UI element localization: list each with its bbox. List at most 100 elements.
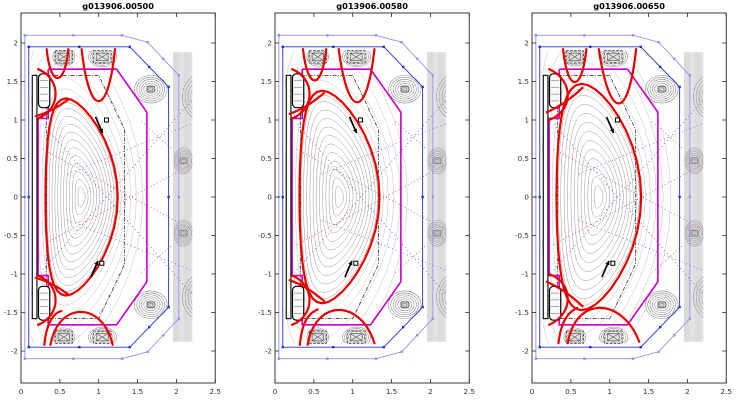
divertor-leg bbox=[288, 279, 326, 303]
x-tick-label: 2.5 bbox=[721, 387, 732, 396]
p2-coil bbox=[291, 73, 305, 109]
divertor-leg bbox=[290, 274, 311, 326]
divertor-leg bbox=[337, 48, 376, 104]
y-tick-label: 0.5 bbox=[261, 154, 272, 163]
centre-column bbox=[31, 74, 38, 320]
divertor-leg bbox=[561, 48, 588, 83]
divertor-leg bbox=[298, 308, 319, 346]
divertor-leg bbox=[49, 310, 114, 346]
x-tick-label: 2.5 bbox=[464, 387, 475, 396]
poloidal-coil-box bbox=[603, 50, 623, 64]
plasma-boundary bbox=[555, 82, 643, 312]
centre-column bbox=[285, 74, 292, 320]
y-tick-label: -1 bbox=[11, 270, 18, 279]
divertor-leg bbox=[597, 48, 638, 105]
x-tick-label: 0 bbox=[19, 387, 24, 396]
x-tick-label: 1 bbox=[350, 387, 355, 396]
x-tick-label: 2 bbox=[428, 387, 433, 396]
y-tick-label: 1 bbox=[267, 116, 272, 125]
divertor-leg bbox=[36, 68, 57, 120]
divertor-leg bbox=[43, 309, 63, 346]
axes-box bbox=[20, 12, 216, 384]
divertor-leg bbox=[80, 48, 117, 102]
y-tick-label: -1 bbox=[522, 270, 529, 279]
poloidal-coil-box bbox=[54, 330, 73, 344]
y-tick-label: 1 bbox=[524, 116, 529, 125]
x-tick-label: 1.5 bbox=[132, 387, 143, 396]
x-tick-label: 0 bbox=[273, 387, 278, 396]
axes-box bbox=[531, 12, 727, 384]
poloidal-coil-box bbox=[346, 330, 366, 344]
divertor-leg bbox=[557, 306, 579, 345]
equilibrium-panel-1: 0 0.5 1 1.5 2 2.5 -2 -1.5 -1 -0.5 0 0.5 1 1.5 2 g013906… bbox=[4, 1, 221, 396]
y-tick-label: -1.5 bbox=[4, 308, 18, 317]
plasma-boundary bbox=[44, 97, 119, 297]
y-tick-label: 0 bbox=[524, 193, 529, 202]
poloidal-coil-box bbox=[54, 50, 73, 64]
divertor-leg bbox=[34, 276, 69, 296]
y-tick-label: 2 bbox=[524, 39, 529, 48]
x-tick-label: 2 bbox=[685, 387, 690, 396]
y-tick-label: 0.5 bbox=[518, 154, 529, 163]
panel-title: g013906.00500 bbox=[82, 1, 154, 11]
x-tick-label: 0.5 bbox=[565, 387, 576, 396]
x-tick-label: 0.5 bbox=[308, 387, 319, 396]
y-tick-label: -0.5 bbox=[258, 231, 272, 240]
axes-box bbox=[274, 12, 470, 384]
divertor-leg bbox=[45, 48, 70, 80]
y-tick-label: 0.5 bbox=[7, 154, 18, 163]
poloidal-coil-box bbox=[565, 330, 584, 344]
y-tick-label: 1.5 bbox=[261, 77, 272, 86]
x-tick-label: 1 bbox=[96, 387, 101, 396]
x-tick-label: 2 bbox=[174, 387, 179, 396]
limiter-outline bbox=[291, 68, 402, 326]
p2-coil bbox=[37, 285, 51, 321]
divertor-leg bbox=[566, 306, 641, 345]
p2-coil bbox=[37, 73, 51, 109]
poloidal-coil-box bbox=[308, 50, 327, 64]
y-tick-label: 0 bbox=[267, 193, 272, 202]
divertor-leg bbox=[306, 308, 376, 346]
y-tick-label: 0 bbox=[13, 193, 18, 202]
p2-coil bbox=[291, 285, 305, 321]
divertor-leg bbox=[34, 98, 69, 118]
x-tick-label: 2.5 bbox=[210, 387, 221, 396]
first-wall-outline bbox=[557, 74, 636, 320]
divertor-leg bbox=[301, 48, 328, 82]
divertor-leg bbox=[290, 68, 311, 120]
divertor-leg bbox=[545, 280, 584, 308]
y-tick-label: -1.5 bbox=[515, 308, 529, 317]
equilibrium-panel-3: 0 0.5 1 1.5 2 2.5 -2 -1.5 -1 -0.5 0 0.5 1 1.5 2 g013906… bbox=[515, 1, 732, 396]
y-tick-label: -0.5 bbox=[4, 231, 18, 240]
equilibrium-panel-2: 0 0.5 1 1.5 2 2.5 -2 -1.5 -1 -0.5 0 0.5 1 1.5 2 g013906… bbox=[258, 1, 475, 396]
y-tick-label: -2 bbox=[265, 347, 272, 356]
divertor-leg bbox=[547, 272, 569, 326]
first-wall-outline bbox=[300, 74, 379, 320]
plasma-boundary bbox=[298, 89, 381, 305]
y-tick-label: 1.5 bbox=[7, 77, 18, 86]
divertor-leg bbox=[36, 274, 57, 326]
x-tick-label: 1.5 bbox=[386, 387, 397, 396]
y-tick-label: 2 bbox=[267, 39, 272, 48]
x-tick-label: 1.5 bbox=[643, 387, 654, 396]
divertor-leg bbox=[288, 91, 326, 115]
x-tick-label: 0 bbox=[530, 387, 535, 396]
y-tick-label: -2 bbox=[11, 347, 18, 356]
panel-title: g013906.00650 bbox=[593, 1, 665, 11]
poloidal-coil-box bbox=[565, 50, 584, 64]
flux-contour-field bbox=[285, 50, 447, 344]
y-tick-label: 2 bbox=[13, 39, 18, 48]
p2-coil bbox=[548, 73, 562, 109]
y-tick-label: -1.5 bbox=[258, 308, 272, 317]
y-tick-label: 1.5 bbox=[518, 77, 529, 86]
panel-title: g013906.00580 bbox=[336, 1, 408, 11]
y-tick-label: 1 bbox=[13, 116, 18, 125]
divertor-leg bbox=[547, 68, 569, 122]
poloidal-coil-box bbox=[346, 50, 366, 64]
centre-column bbox=[542, 74, 549, 320]
y-tick-label: -2 bbox=[522, 347, 529, 356]
y-tick-label: -1 bbox=[265, 270, 272, 279]
p2-coil bbox=[548, 285, 562, 321]
poloidal-coil-box bbox=[92, 50, 112, 64]
